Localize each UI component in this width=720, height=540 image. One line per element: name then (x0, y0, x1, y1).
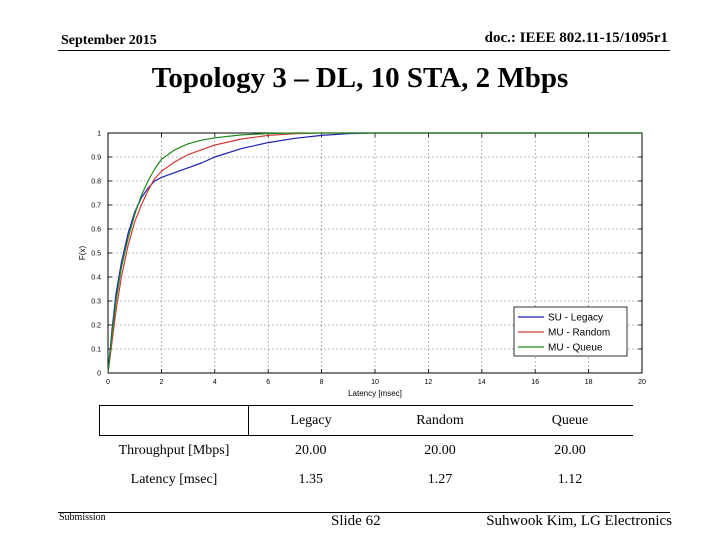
table-header-cell: Legacy (248, 405, 373, 436)
table-header-row: Legacy Random Queue (99, 405, 633, 436)
footer-submission: Submission (59, 512, 106, 523)
x-tick-label: 4 (213, 379, 217, 386)
x-axis-label: Latency [msec] (348, 389, 402, 398)
cdf-chart: 0 2 4 6 8 10 12 14 16 18 20 0 0.1 0.2 0.3 0.4 0.5 0.6 0.7 0… (78, 131, 646, 399)
table-cell: 1.12 (557, 471, 583, 487)
header-rule (58, 50, 670, 51)
table-cell: Throughput [Mbps] (118, 442, 230, 458)
x-tick-label: 16 (531, 379, 539, 386)
x-tick-label: 20 (638, 379, 646, 386)
table-cell: 20.00 (424, 442, 456, 458)
y-tick-label: 0.4 (91, 275, 101, 282)
y-tick-label: 0.3 (91, 299, 101, 306)
table-header-cell: Random (373, 405, 507, 436)
results-table: Legacy Random Queue Throughput [Mbps] 20… (99, 405, 633, 494)
table-cell: Latency [msec] (130, 471, 218, 487)
y-tick-label: 0.2 (91, 323, 101, 330)
y-tick-label: 0.5 (91, 251, 101, 258)
y-tick-label: 0.7 (91, 203, 101, 210)
tick-layer: 0 2 4 6 8 10 12 14 16 18 20 0 0.1 0.2 0.3 0.4 0.5 0.6 0.7 0… (91, 131, 646, 387)
y-tick-label: 0 (97, 371, 101, 378)
x-tick-label: 12 (425, 379, 433, 386)
x-tick-label: 2 (159, 379, 163, 386)
series-line-mu-random (107, 132, 642, 374)
series-layer (107, 132, 642, 374)
legend-label: SU - Legacy (548, 313, 603, 324)
footer-rule (58, 512, 670, 513)
x-tick-label: 10 (371, 379, 379, 386)
y-tick-label: 0.9 (91, 155, 101, 162)
y-axis-label: F(x) (78, 246, 87, 261)
slide-title: Topology 3 – DL, 10 STA, 2 Mbps (151, 62, 569, 94)
header-doc-id: doc.: IEEE 802.11-15/1095r1 (484, 30, 668, 46)
x-tick-label: 8 (320, 379, 324, 386)
table-cell: 1.35 (298, 471, 324, 487)
y-tick-label: 1 (97, 131, 101, 138)
y-tick-label: 0.8 (91, 179, 101, 186)
footer-slide-number: Slide 62 (331, 513, 381, 529)
y-tick-label: 0.6 (91, 227, 101, 234)
table-cell: 1.27 (427, 471, 453, 487)
table-cell: 20.00 (295, 442, 327, 458)
header-date: September 2015 (61, 33, 157, 48)
chart-legend: SU - Legacy MU - Random MU - Queue (513, 306, 628, 357)
x-tick-label: 18 (585, 379, 593, 386)
series-line-mu-queue (107, 132, 642, 374)
x-tick-label: 14 (478, 379, 486, 386)
legend-label: MU - Random (548, 328, 610, 339)
table-header-cell (99, 405, 249, 436)
legend-label: MU - Queue (548, 343, 603, 354)
footer-author: Suhwook Kim, LG Electronics (486, 513, 672, 529)
table-row: Throughput [Mbps] 20.00 20.00 20.00 (100, 436, 634, 466)
table-cell: 20.00 (554, 442, 586, 458)
y-tick-label: 0.1 (91, 347, 101, 354)
table-row: Latency [msec] 1.35 1.27 1.12 (100, 465, 634, 494)
x-tick-label: 0 (106, 379, 110, 386)
x-tick-label: 6 (266, 379, 270, 386)
series-line-su-legacy (107, 132, 642, 374)
table-header-cell: Queue (507, 405, 633, 436)
